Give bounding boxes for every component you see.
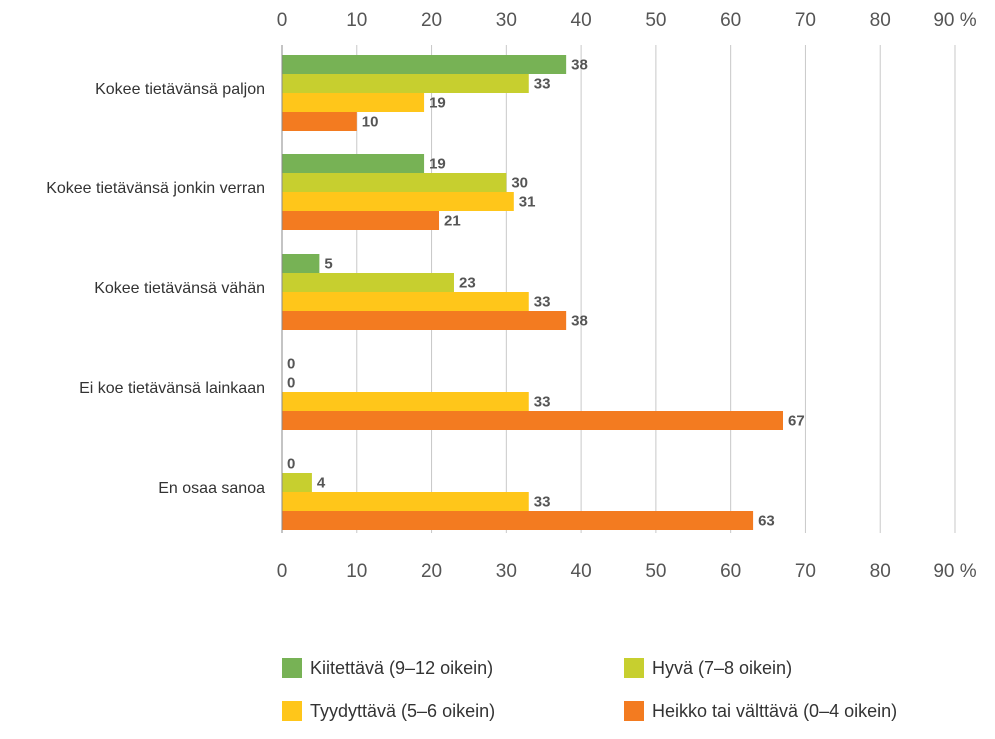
x-tick-label-bottom: 90 % [933,561,976,582]
bar [282,154,425,173]
bar [282,511,754,530]
x-tick-label-top: 10 [346,10,367,31]
x-tick-label-bottom: 10 [346,561,367,582]
data-label: 38 [571,313,588,330]
bar [282,392,529,411]
x-tick-label-bottom: 80 [870,561,891,582]
data-label: 0 [287,356,295,373]
category-label: Kokee tietävänsä vähän [94,280,265,297]
x-tick-label-top: 20 [421,10,442,31]
bar [282,55,567,74]
bar [282,473,312,492]
x-tick-label-bottom: 20 [421,561,442,582]
x-tick-label-top: 30 [496,10,517,31]
data-label: 67 [788,413,805,430]
data-label: 19 [429,156,446,173]
data-label: 63 [758,513,775,530]
bar [282,74,529,93]
x-tick-label-top: 40 [571,10,592,31]
bar [282,492,529,511]
x-tick-label-top: 60 [720,10,741,31]
category-label: En osaa sanoa [158,480,265,497]
x-tick-label-top: 70 [795,10,816,31]
x-tick-label-bottom: 0 [277,561,288,582]
data-label: 23 [459,275,476,292]
bar [282,93,425,112]
data-label: 21 [444,213,461,230]
data-label: 0 [287,456,295,473]
data-label: 38 [571,57,588,74]
x-tick-label-bottom: 30 [496,561,517,582]
x-tick-label-bottom: 60 [720,561,741,582]
bar [282,292,529,311]
bar [282,411,784,430]
data-label: 4 [317,475,326,492]
x-tick-label-bottom: 40 [571,561,592,582]
bar [282,173,507,192]
category-label: Kokee tietävänsä jonkin verran [46,180,265,197]
x-tick-label-top: 80 [870,10,891,31]
data-label: 31 [519,194,536,211]
x-tick-label-top: 0 [277,10,288,31]
data-label: 10 [362,114,379,131]
data-label: 33 [534,494,551,511]
data-label: 33 [534,394,551,411]
x-tick-label-top: 50 [645,10,666,31]
bar [282,254,320,273]
x-tick-label-bottom: 50 [645,561,666,582]
bar [282,112,357,131]
bar [282,192,514,211]
data-label: 30 [511,175,528,192]
data-label: 33 [534,76,551,93]
data-label: 0 [287,375,295,392]
x-tick-label-top: 90 % [933,10,976,31]
category-label: Ei koe tietävänsä lainkaan [79,380,265,397]
bar [282,311,567,330]
data-label: 33 [534,294,551,311]
data-label: 19 [429,95,446,112]
bar [282,273,454,292]
bar [282,211,440,230]
category-label: Kokee tietävänsä paljon [95,81,265,98]
x-tick-label-bottom: 70 [795,561,816,582]
data-label: 5 [324,256,332,273]
